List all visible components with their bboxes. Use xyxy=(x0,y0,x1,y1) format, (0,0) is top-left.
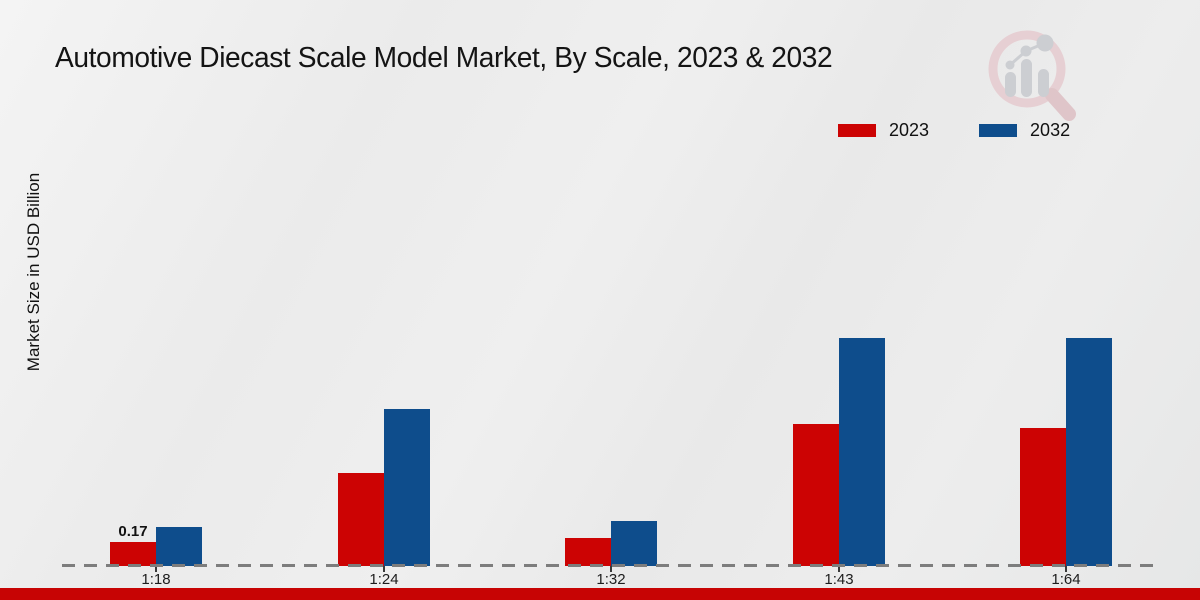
chart-title: Automotive Diecast Scale Model Market, B… xyxy=(55,42,833,74)
legend-label-2032: 2032 xyxy=(1030,120,1071,140)
x-tick-label: 1:18 xyxy=(141,571,171,588)
x-axis-tick xyxy=(383,566,385,572)
bar-2032-1:32 xyxy=(611,521,657,566)
x-tick-label: 1:24 xyxy=(369,571,399,588)
x-axis-tick xyxy=(155,566,157,572)
legend-label-2023: 2023 xyxy=(889,120,930,140)
bar-2023-1:32 xyxy=(565,538,611,566)
bar-2032-1:43 xyxy=(839,338,885,566)
x-tick-label: 1:32 xyxy=(596,571,626,588)
bar-2023-1:64 xyxy=(1020,428,1066,566)
legend-item-2023: 2023 xyxy=(838,120,929,141)
legend-item-2032: 2032 xyxy=(979,120,1070,141)
bar-2023-1:24 xyxy=(338,473,384,566)
x-axis-tick xyxy=(610,566,612,572)
legend-swatch-2023 xyxy=(838,124,876,137)
x-axis-tick xyxy=(838,566,840,572)
legend-swatch-2032 xyxy=(979,124,1018,137)
bar-value-label: 0.17 xyxy=(118,523,148,540)
magnifier-bar-chart-logo-icon xyxy=(988,30,1076,121)
x-tick-label: 1:64 xyxy=(1051,571,1081,588)
bar-2023-1:43 xyxy=(793,424,839,566)
bar-2032-1:64 xyxy=(1066,338,1112,566)
x-axis-tick xyxy=(1065,566,1067,572)
bar-2032-1:24 xyxy=(384,409,430,566)
bar-2023-1:18 xyxy=(110,542,156,566)
x-axis-baseline xyxy=(62,564,1158,567)
bar-2032-1:18 xyxy=(156,527,202,566)
legend: 2023 2032 xyxy=(838,120,1070,141)
x-tick-label: 1:43 xyxy=(824,571,854,588)
y-axis-label: Market Size in USD Billion xyxy=(24,172,43,372)
footer-accent-strip xyxy=(0,588,1200,600)
